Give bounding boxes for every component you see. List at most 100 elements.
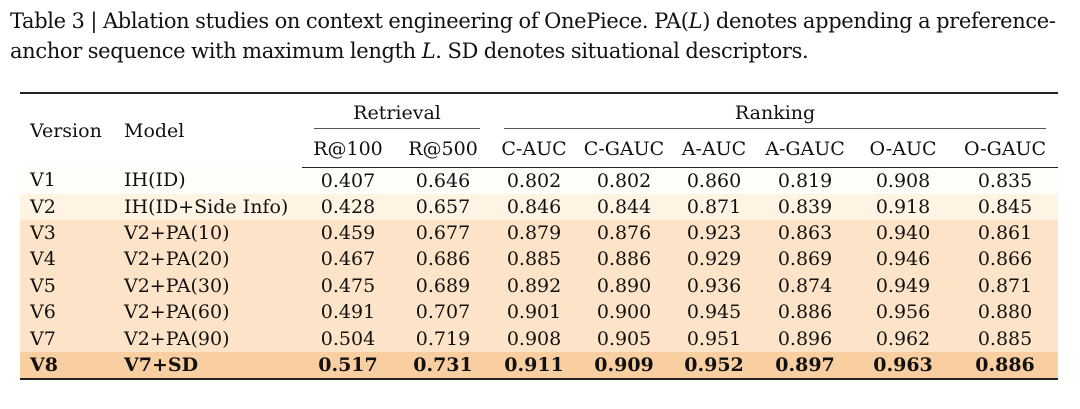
- caption-text-2: ) denotes appending a preference-anchor …: [10, 9, 1056, 63]
- cell-value: 0.719: [415, 327, 471, 350]
- caption-text-1: Table 3 | Ablation studies on context en…: [10, 9, 689, 33]
- cell-model: V2+PA(90): [124, 327, 230, 350]
- cell-value: 0.802: [506, 169, 562, 192]
- cell-value: 0.886: [596, 248, 652, 271]
- table-row: V5 V2+PA(30) 0.475 0.689 0.892 0.890 0.9…: [20, 272, 1059, 300]
- cell-value: 0.866: [977, 248, 1033, 271]
- cell-value: 0.908: [875, 169, 931, 192]
- cell-value: 0.963: [854, 351, 953, 380]
- header-metric-r100: R@100: [302, 131, 394, 168]
- table-row: V4 V2+PA(20) 0.467 0.686 0.885 0.886 0.9…: [20, 246, 1059, 273]
- cell-value: 0.504: [320, 327, 376, 350]
- cell-value: 0.844: [596, 195, 652, 218]
- ranking-group-underline: [504, 128, 1047, 129]
- cell-value: 0.956: [875, 301, 931, 324]
- table-caption: Table 3 | Ablation studies on context en…: [10, 6, 1074, 66]
- cell-value: 0.897: [756, 351, 855, 380]
- cell-version: V1: [30, 169, 56, 192]
- cell-value: 0.890: [596, 274, 652, 297]
- cell-value: 0.896: [777, 327, 833, 350]
- header-retrieval-group: Retrieval: [302, 92, 493, 131]
- header-metric-o-gauc: O-GAUC: [952, 131, 1059, 168]
- caption-variable-l-2: L: [421, 39, 436, 63]
- cell-value: 0.871: [977, 274, 1033, 297]
- cell-value: 0.909: [576, 351, 673, 380]
- cell-value: 0.911: [492, 351, 577, 380]
- cell-value: 0.459: [320, 222, 376, 245]
- cell-model: V2+PA(30): [124, 274, 230, 297]
- cell-value: 0.901: [506, 301, 562, 324]
- cell-value: 0.863: [777, 222, 833, 245]
- cell-version: V6: [30, 301, 56, 324]
- cell-version: V4: [30, 248, 56, 271]
- table-row: V1 IH(ID) 0.407 0.646 0.802 0.802 0.860 …: [20, 167, 1059, 194]
- cell-value: 0.835: [977, 169, 1033, 192]
- header-metric-r500: R@500: [394, 131, 493, 168]
- cell-value: 0.861: [977, 222, 1033, 245]
- cell-value: 0.689: [415, 274, 471, 297]
- header-row-metrics: R@100 R@500 C-AUC C-GAUC A-AUC A-GAUC O-…: [20, 131, 1059, 168]
- cell-value: 0.908: [506, 327, 562, 350]
- cell-value: 0.874: [777, 274, 833, 297]
- cell-model: V7+SD: [112, 351, 302, 380]
- cell-value: 0.657: [415, 195, 471, 218]
- cell-value: 0.886: [952, 351, 1059, 380]
- cell-version: V2: [30, 195, 56, 218]
- cell-value: 0.517: [302, 351, 394, 380]
- header-metric-c-gauc: C-GAUC: [576, 131, 673, 168]
- cell-model: V2+PA(60): [124, 301, 230, 324]
- table-row: V2 IH(ID+Side Info) 0.428 0.657 0.846 0.…: [20, 193, 1059, 220]
- cell-value: 0.871: [686, 195, 742, 218]
- header-row-groups: Version Model Retrieval Ranking: [20, 92, 1059, 167]
- cell-value: 0.962: [875, 327, 931, 350]
- cell-value: 0.677: [415, 222, 471, 245]
- cell-version: V8: [20, 351, 112, 380]
- cell-value: 0.946: [875, 248, 931, 271]
- cell-model: IH(ID): [124, 169, 186, 192]
- caption-variable-l: L: [688, 9, 703, 33]
- cell-value: 0.860: [686, 169, 742, 192]
- cell-value: 0.880: [977, 301, 1033, 324]
- table-row-best: V8 V7+SD 0.517 0.731 0.911 0.909 0.952 0…: [20, 351, 1059, 380]
- cell-version: V5: [30, 274, 56, 297]
- retrieval-group-underline: [314, 128, 481, 129]
- header-metric-c-auc: C-AUC: [492, 131, 577, 168]
- ablation-table: Version Model Retrieval Ranking R@100 R@…: [20, 92, 1059, 380]
- cell-value: 0.869: [777, 248, 833, 271]
- cell-value: 0.475: [320, 274, 376, 297]
- cell-value: 0.918: [875, 195, 931, 218]
- header-retrieval-label: Retrieval: [353, 101, 441, 124]
- cell-value: 0.952: [672, 351, 757, 380]
- header-version: Version: [20, 92, 112, 167]
- cell-value: 0.885: [506, 248, 562, 271]
- caption-text-3: . SD denotes situational descriptors.: [435, 39, 809, 63]
- cell-value: 0.491: [320, 301, 376, 324]
- cell-value: 0.885: [977, 327, 1033, 350]
- header-ranking-group: Ranking: [492, 92, 1059, 131]
- cell-value: 0.686: [415, 248, 471, 271]
- cell-value: 0.949: [875, 274, 931, 297]
- cell-version: V7: [30, 327, 56, 350]
- cell-value: 0.846: [506, 195, 562, 218]
- cell-value: 0.802: [596, 169, 652, 192]
- cell-value: 0.951: [686, 327, 742, 350]
- cell-model: V2+PA(20): [124, 248, 230, 271]
- cell-value: 0.467: [320, 248, 376, 271]
- cell-value: 0.900: [596, 301, 652, 324]
- cell-version: V3: [30, 222, 56, 245]
- cell-value: 0.923: [686, 222, 742, 245]
- cell-value: 0.886: [777, 301, 833, 324]
- cell-value: 0.940: [875, 222, 931, 245]
- cell-value: 0.945: [686, 301, 742, 324]
- cell-value: 0.879: [506, 222, 562, 245]
- cell-value: 0.839: [777, 195, 833, 218]
- table-row: V7 V2+PA(90) 0.504 0.719 0.908 0.905 0.9…: [20, 325, 1059, 352]
- cell-value: 0.428: [320, 195, 376, 218]
- cell-model: IH(ID+Side Info): [124, 195, 289, 218]
- cell-value: 0.407: [320, 169, 376, 192]
- cell-value: 0.905: [596, 327, 652, 350]
- ablation-table-container: Version Model Retrieval Ranking R@100 R@…: [20, 92, 1059, 380]
- cell-value: 0.876: [596, 222, 652, 245]
- header-metric-a-auc: A-AUC: [672, 131, 757, 168]
- cell-value: 0.892: [506, 274, 562, 297]
